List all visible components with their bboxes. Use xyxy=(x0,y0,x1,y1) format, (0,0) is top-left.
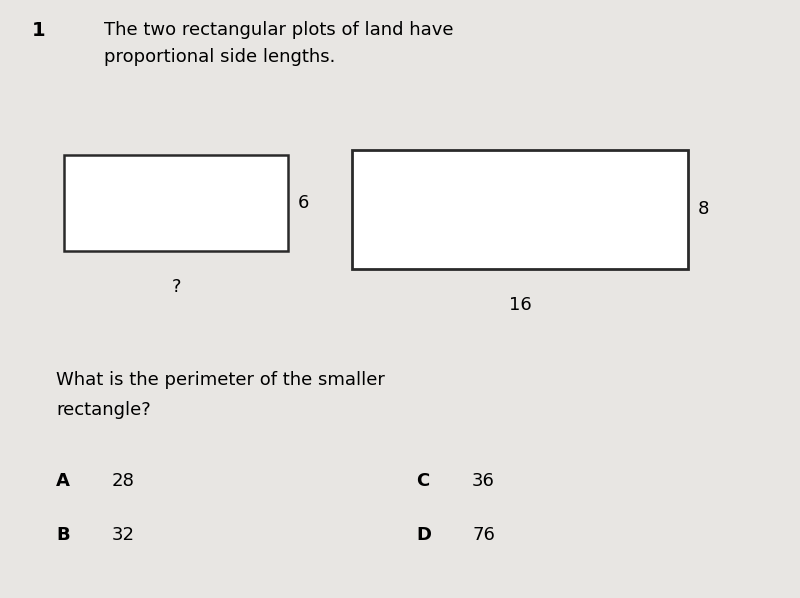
Bar xyxy=(352,150,688,269)
Text: The two rectangular plots of land have: The two rectangular plots of land have xyxy=(104,21,454,39)
Text: 1: 1 xyxy=(32,21,46,40)
Text: 32: 32 xyxy=(112,526,135,544)
Text: C: C xyxy=(416,472,430,490)
Text: proportional side lengths.: proportional side lengths. xyxy=(104,48,335,66)
Text: D: D xyxy=(416,526,431,544)
Text: 36: 36 xyxy=(472,472,495,490)
Text: rectangle?: rectangle? xyxy=(56,401,150,419)
Text: 76: 76 xyxy=(472,526,495,544)
Text: What is the perimeter of the smaller: What is the perimeter of the smaller xyxy=(56,371,385,389)
Text: ?: ? xyxy=(171,278,181,296)
Bar xyxy=(64,155,288,251)
Text: A: A xyxy=(56,472,70,490)
Text: 6: 6 xyxy=(298,194,309,212)
Text: 16: 16 xyxy=(509,296,531,314)
Text: B: B xyxy=(56,526,70,544)
Text: 28: 28 xyxy=(112,472,135,490)
Text: 8: 8 xyxy=(698,200,709,218)
